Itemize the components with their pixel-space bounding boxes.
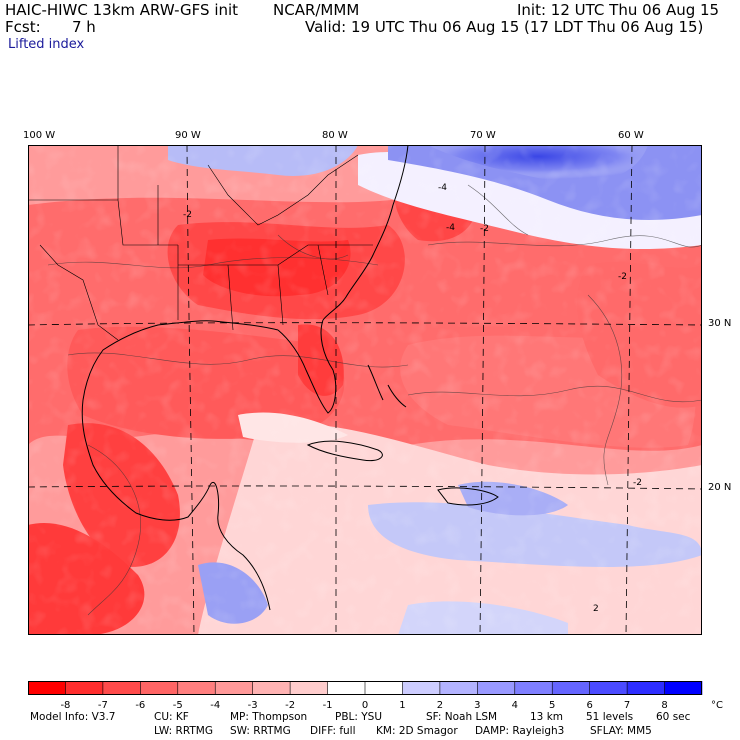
- contour-lines: [47, 184, 702, 616]
- colorbar-swatch: [252, 681, 291, 695]
- colorbar-swatch: [140, 681, 179, 695]
- colorbar-swatch: [627, 681, 665, 695]
- colorbar-tick-label: -7: [98, 700, 108, 711]
- colorbar-swatch: [65, 681, 104, 695]
- lon-label-100w: 100 W: [23, 130, 56, 141]
- footer-resolution: 13 km: [530, 711, 564, 723]
- lon-label-80w: 80 W: [322, 130, 348, 141]
- map-frame: [28, 145, 702, 635]
- contour-label: -4: [446, 223, 455, 233]
- org-label: NCAR/MMM: [273, 1, 360, 19]
- colorbar-tick-label: 5: [549, 700, 555, 711]
- colorbar-tick-label: -2: [285, 700, 295, 711]
- lon-label-60w: 60 W: [618, 130, 644, 141]
- colorbar-tick-label: -8: [60, 700, 70, 711]
- footer-sflay: SFLAY: MM5: [590, 725, 652, 737]
- footer-lw: LW: RRTMG: [154, 725, 213, 737]
- footer-mp: MP: Thompson: [230, 711, 308, 723]
- colorbar-tick-label: 7: [624, 700, 630, 711]
- footer-sf: SF: Noah LSM: [426, 711, 498, 723]
- footer-levels: 51 levels: [586, 711, 634, 723]
- footer-timestep: 60 sec: [656, 711, 691, 723]
- lat-label-30n: 30 N: [708, 318, 732, 329]
- colorbar-unit: °C: [711, 700, 723, 711]
- footer-model-info: Model Info: V3.7: [30, 711, 116, 723]
- colorbar-swatch: [327, 681, 366, 695]
- state-borders: [28, 145, 373, 341]
- forecast-hour: 7 h: [72, 18, 96, 36]
- footer-cu: CU: KF: [154, 711, 189, 723]
- colorbar-tick-label: -3: [248, 700, 258, 711]
- footer-damp: DAMP: Rayleigh3: [475, 725, 565, 737]
- footer-sw: SW: RRTMG: [230, 725, 291, 737]
- colorbar-tick-label: 8: [661, 700, 667, 711]
- colorbar-tick-label: -6: [135, 700, 145, 711]
- colorbar-swatch: [664, 681, 703, 695]
- coastlines: [81, 145, 499, 611]
- colorbar-swatch: [589, 681, 628, 695]
- colorbar-swatch: [290, 681, 328, 695]
- color-bar: -8 -7 -6 -5 -4 -3 -2 -1 0 1 2 3 4 5 6 7 8 °C: [28, 681, 723, 711]
- contour-label: 2: [593, 604, 599, 614]
- colorbar-tick-label: 3: [474, 700, 480, 711]
- field-name: Lifted index: [8, 37, 85, 52]
- latlon-grid: [28, 145, 702, 635]
- colorbar-swatch: [365, 681, 403, 695]
- colorbar-swatch: [477, 681, 516, 695]
- lon-label-70w: 70 W: [470, 130, 496, 141]
- valid-time: Valid: 19 UTC Thu 06 Aug 15 (17 LDT Thu …: [305, 18, 704, 36]
- colorbar-tick-label: 1: [399, 700, 405, 711]
- colorbar-tick-label: 2: [437, 700, 443, 711]
- init-time: Init: 12 UTC Thu 06 Aug 15: [517, 1, 720, 19]
- colorbar-swatch: [439, 681, 478, 695]
- footer-diff: DIFF: full: [310, 725, 356, 737]
- lat-label-20n: 20 N: [708, 482, 732, 493]
- footer-pbl: PBL: YSU: [335, 711, 383, 723]
- colorbar-swatch: [552, 681, 590, 695]
- forecast-label: Fcst:: [5, 18, 41, 36]
- colorbar-tick-label: -4: [210, 700, 220, 711]
- field-texture: [28, 145, 702, 635]
- contour-label: -2: [618, 272, 627, 282]
- colorbar-swatch: [28, 681, 66, 695]
- lon-label-90w: 90 W: [175, 130, 201, 141]
- lifted-index-map: -4 -2 -4 -2 -2 2 -2: [28, 145, 702, 635]
- colorbar-swatch: [402, 681, 441, 695]
- contour-label: -4: [438, 183, 447, 193]
- colorbar-swatch: [177, 681, 216, 695]
- model-title: HAIC-HIWC 13km ARW-GFS init: [5, 1, 239, 19]
- contour-label: -2: [480, 224, 489, 234]
- footer-km: KM: 2D Smagor: [376, 725, 458, 737]
- colorbar-tick-label: 6: [586, 700, 592, 711]
- colorbar-swatch: [514, 681, 553, 695]
- colorbar-tick-label: -5: [173, 700, 183, 711]
- colorbar-tick-label: 4: [512, 700, 518, 711]
- colorbar-swatch: [215, 681, 253, 695]
- colorbar-tick-label: -1: [323, 700, 333, 711]
- colorbar-swatch: [102, 681, 141, 695]
- colorbar-tick-label: 0: [362, 700, 368, 711]
- contour-label: -2: [183, 210, 192, 220]
- contour-label: -2: [633, 478, 642, 488]
